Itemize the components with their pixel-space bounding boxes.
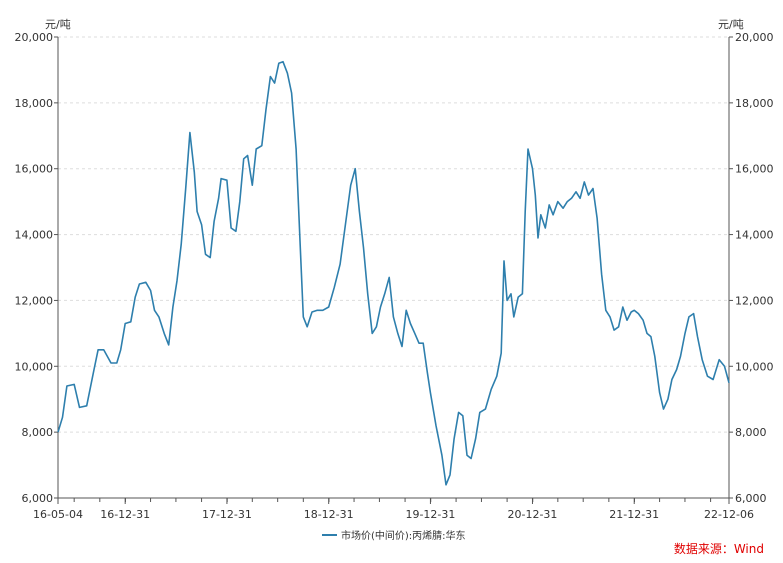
y-tick-label: 12,000 <box>735 294 774 307</box>
x-tick-labels: 16-05-04 16-12-31 17-12-31 18-12-31 19-12-31… <box>33 498 754 521</box>
x-tick-label: 19-12-31 <box>405 508 455 521</box>
legend-label: 市场价(中间价):丙烯腈:华东 <box>341 529 466 542</box>
x-tick-label: 22-12-06 <box>704 508 754 521</box>
y-tick-label: 20,000 <box>735 31 774 44</box>
y-tick-label: 8,000 <box>735 426 767 439</box>
y-tick-label: 14,000 <box>735 229 774 242</box>
y-tick-label: 10,000 <box>15 360 54 373</box>
y-tick-label: 6,000 <box>735 492 767 505</box>
y-tick-label: 14,000 <box>15 229 54 242</box>
y-tick-label: 6,000 <box>22 492 54 505</box>
series-line-acrylonitrile-east-china <box>57 60 730 486</box>
y-tick-label: 12,000 <box>15 294 54 307</box>
source-note: 数据来源：Wind <box>674 541 764 556</box>
grid-lines <box>58 36 729 433</box>
y-tick-label: 8,000 <box>22 426 54 439</box>
y-tick-label: 10,000 <box>735 360 774 373</box>
axes <box>57 37 730 499</box>
left-y-tick-labels: 6,000 8,000 10,000 12,000 14,000 16,000 18,000… <box>15 31 58 505</box>
y-tick-label: 16,000 <box>735 163 774 176</box>
x-minor-ticks <box>73 498 712 502</box>
x-tick-label: 20-12-31 <box>507 508 557 521</box>
legend: 市场价(中间价):丙烯腈:华东 <box>322 529 466 542</box>
y-tick-label: 18,000 <box>15 97 54 110</box>
y-tick-label: 20,000 <box>15 31 54 44</box>
y-tick-label: 18,000 <box>735 97 774 110</box>
x-tick-label: 17-12-31 <box>202 508 252 521</box>
x-tick-label: 16-05-04 <box>33 508 83 521</box>
x-tick-label: 18-12-31 <box>304 508 354 521</box>
left-y-unit-label: 元/吨 <box>45 18 71 31</box>
x-tick-label: 21-12-31 <box>609 508 659 521</box>
right-y-tick-labels: 6,000 8,000 10,000 12,000 14,000 16,000 18,000… <box>729 31 774 505</box>
right-y-unit-label: 元/吨 <box>718 18 744 31</box>
y-tick-label: 16,000 <box>15 163 54 176</box>
x-tick-label: 16-12-31 <box>100 508 150 521</box>
